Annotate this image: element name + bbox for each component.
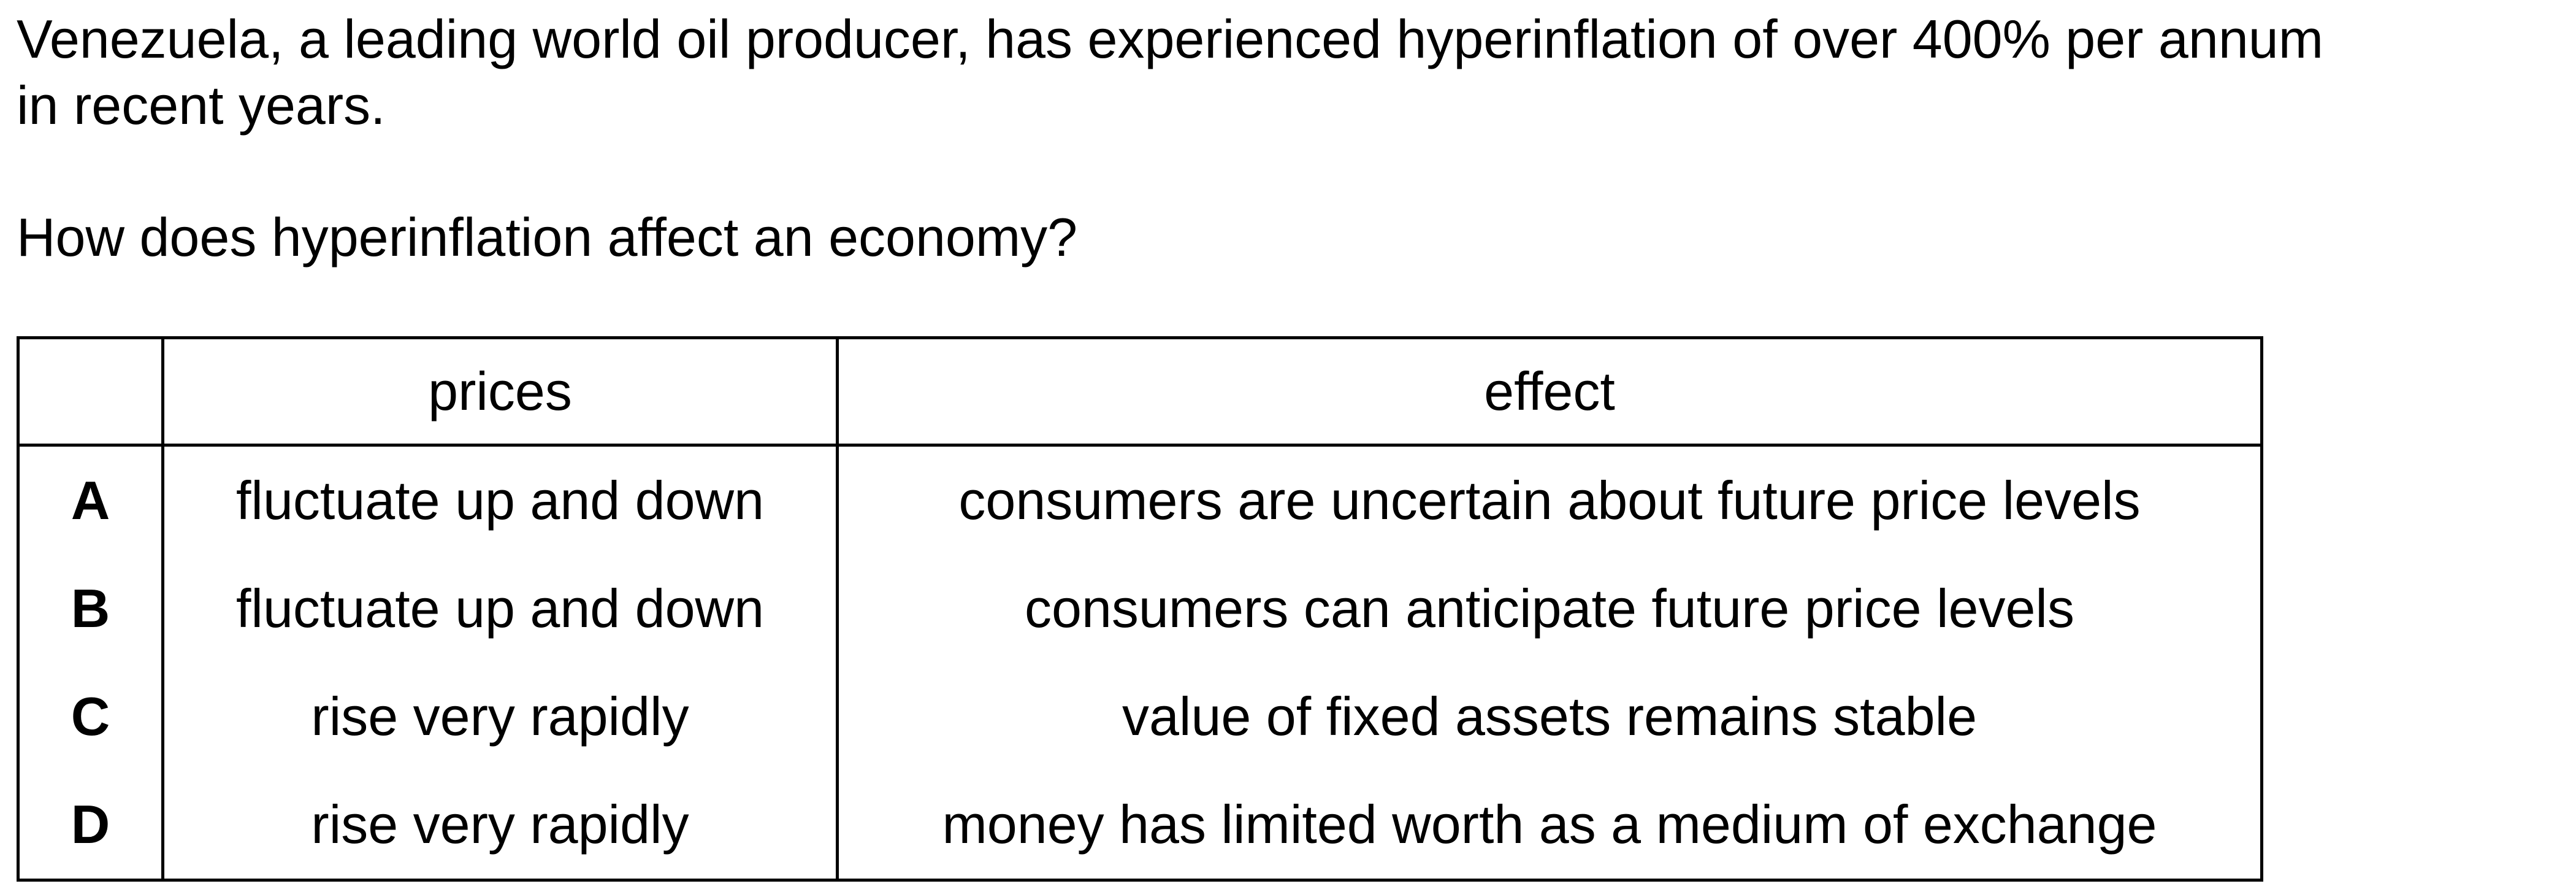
option-prices: fluctuate up and down [161,444,839,555]
option-row-d[interactable]: D rise very rapidly money has limited wo… [17,771,2263,882]
table-header-row: prices effect [17,336,2263,447]
question-stem: Venezuela, a leading world oil producer,… [17,6,2531,139]
answer-options-table: prices effect A fluctuate up and down co… [17,336,2263,882]
option-letter: A [17,444,164,555]
option-prices: rise very rapidly [161,771,839,882]
option-effect: money has limited worth as a medium of e… [836,771,2263,882]
option-letter: B [17,555,164,663]
option-letter: D [17,771,164,882]
question-text: How does hyperinflation affect an econom… [17,207,1078,267]
option-letter: C [17,663,164,771]
option-prices: rise very rapidly [161,663,839,771]
option-row-a[interactable]: A fluctuate up and down consumers are un… [17,444,2263,555]
stem-line-1: Venezuela, a leading world oil producer,… [17,9,2323,69]
option-prices: fluctuate up and down [161,555,839,663]
option-effect: consumers can anticipate future price le… [836,555,2263,663]
header-letter [17,336,164,447]
header-prices: prices [161,336,839,447]
option-row-c[interactable]: C rise very rapidly value of fixed asset… [17,663,2263,771]
stem-line-2: in recent years. [17,75,386,136]
option-effect: value of fixed assets remains stable [836,663,2263,771]
option-effect: consumers are uncertain about future pri… [836,444,2263,555]
option-row-b[interactable]: B fluctuate up and down consumers can an… [17,555,2263,663]
header-effect: effect [836,336,2263,447]
